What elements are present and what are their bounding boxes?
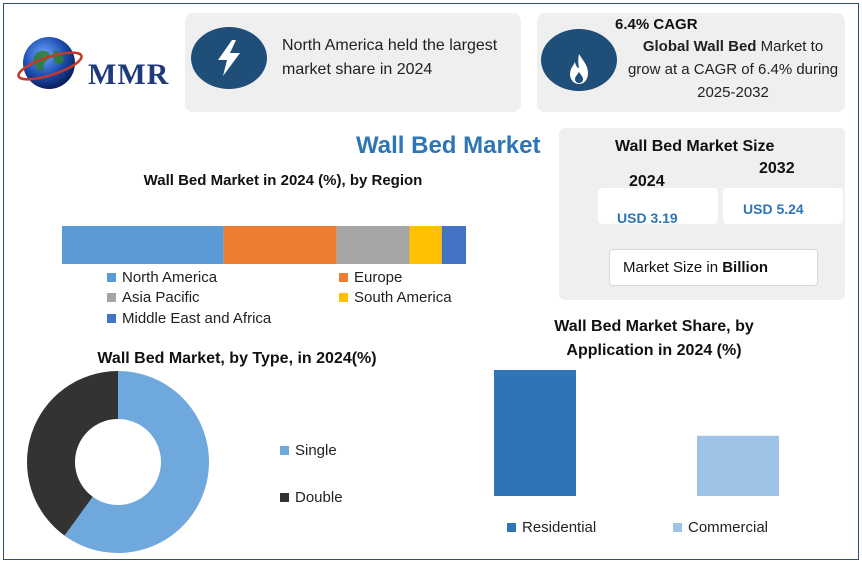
market-size-unit: Market Size in Billion — [623, 259, 768, 276]
legend-swatch-middle-east-africa — [107, 314, 116, 323]
market-size-card: Wall Bed Market Size 2024 2032 USD 3.19 … — [559, 128, 845, 300]
region-bar-asia-pacific — [336, 226, 410, 264]
application-chart-title: Wall Bed Market Share, by Application in… — [554, 318, 754, 359]
region-stacked-bar-chart — [62, 226, 466, 264]
donut-slice-single — [64, 371, 210, 553]
application-bar-commercial — [697, 435, 779, 496]
legend-label-double: Double — [295, 489, 343, 506]
market-size-value-2032: USD 5.24 — [743, 201, 804, 217]
legend-north-america: North America — [107, 269, 217, 286]
legend-south-america: South America — [339, 289, 452, 306]
legend-double: Double — [280, 489, 343, 506]
market-size-unit-prefix: Market Size in — [623, 259, 723, 276]
legend-swatch-residential — [507, 523, 516, 532]
highlight-left-text: North America held the largest market sh… — [282, 37, 498, 78]
legend-swatch-asia-pacific — [107, 293, 116, 302]
legend-swatch-commercial — [673, 523, 682, 532]
cagr-text: Global Wall Bed Market to grow at a CAGR… — [625, 35, 841, 104]
legend-commercial: Commercial — [673, 519, 768, 536]
legend-swatch-europe — [339, 273, 348, 282]
market-size-value-box-2032: USD 5.24 — [723, 188, 843, 224]
cagr-heading: 6.4% CAGR — [615, 16, 698, 33]
highlight-right-icon-circle — [541, 29, 617, 91]
type-chart-title: Wall Bed Market, by Type, in 2024(%) — [97, 350, 377, 367]
lightning-icon — [218, 40, 240, 76]
legend-single: Single — [280, 442, 337, 459]
legend-residential: Residential — [507, 519, 596, 536]
highlight-card-region: North America held the largest market sh… — [185, 13, 521, 112]
highlight-left-icon-circle — [191, 27, 267, 89]
legend-asia-pacific: Asia Pacific — [107, 289, 200, 306]
logo: MMR — [14, 28, 179, 100]
application-bar-chart — [494, 370, 779, 496]
region-bar-middle-east-africa — [441, 226, 466, 264]
legend-label-residential: Residential — [522, 519, 597, 536]
region-bar-north-america — [62, 226, 224, 264]
legend-label-asia-pacific: Asia Pacific — [122, 289, 200, 306]
cagr-text-rest: Market to grow at a CAGR of 6.4% during … — [627, 38, 839, 101]
legend-label-middle-east-africa: Middle East and Africa — [122, 310, 272, 327]
region-bar-europe — [223, 226, 337, 264]
logo-text: MMR — [88, 58, 170, 91]
legend-swatch-north-america — [107, 273, 116, 282]
market-size-title: Wall Bed Market Size — [615, 138, 775, 155]
legend-europe: Europe — [339, 269, 402, 286]
legend-label-south-america: South America — [354, 289, 452, 306]
legend-middle-east-africa: Middle East and Africa — [107, 310, 271, 327]
market-size-year-2032: 2032 — [759, 160, 795, 177]
legend-label-single: Single — [295, 442, 337, 459]
page-title: Wall Bed Market — [356, 132, 541, 159]
highlight-card-cagr: 6.4% CAGR Global Wall Bed Market to grow… — [537, 13, 845, 112]
legend-label-europe: Europe — [354, 269, 403, 286]
region-chart-title: Wall Bed Market in 2024 (%), by Region — [143, 172, 423, 189]
donut-slice-double — [27, 371, 119, 536]
legend-label-north-america: North America — [122, 269, 218, 286]
globe-icon — [17, 37, 83, 89]
market-size-value-box-2024: USD 3.19 — [598, 188, 718, 226]
legend-swatch-single — [280, 446, 289, 455]
legend-swatch-south-america — [339, 293, 348, 302]
flame-icon — [570, 54, 588, 84]
market-size-unit-box: Market Size in Billion — [609, 249, 818, 286]
application-bar-residential — [494, 370, 576, 496]
market-size-unit-bold: Billion — [722, 259, 769, 276]
market-size-value-2024: USD 3.19 — [617, 210, 678, 226]
region-bar-south-america — [409, 226, 442, 264]
legend-swatch-double — [280, 493, 289, 502]
region-legend: North America Europe Asia Pacific South … — [107, 269, 477, 333]
legend-label-commercial: Commercial — [688, 519, 769, 536]
type-donut-chart — [27, 371, 210, 553]
cagr-text-bold: Global Wall Bed — [642, 38, 757, 55]
market-size-year-2024: 2024 — [629, 173, 665, 190]
